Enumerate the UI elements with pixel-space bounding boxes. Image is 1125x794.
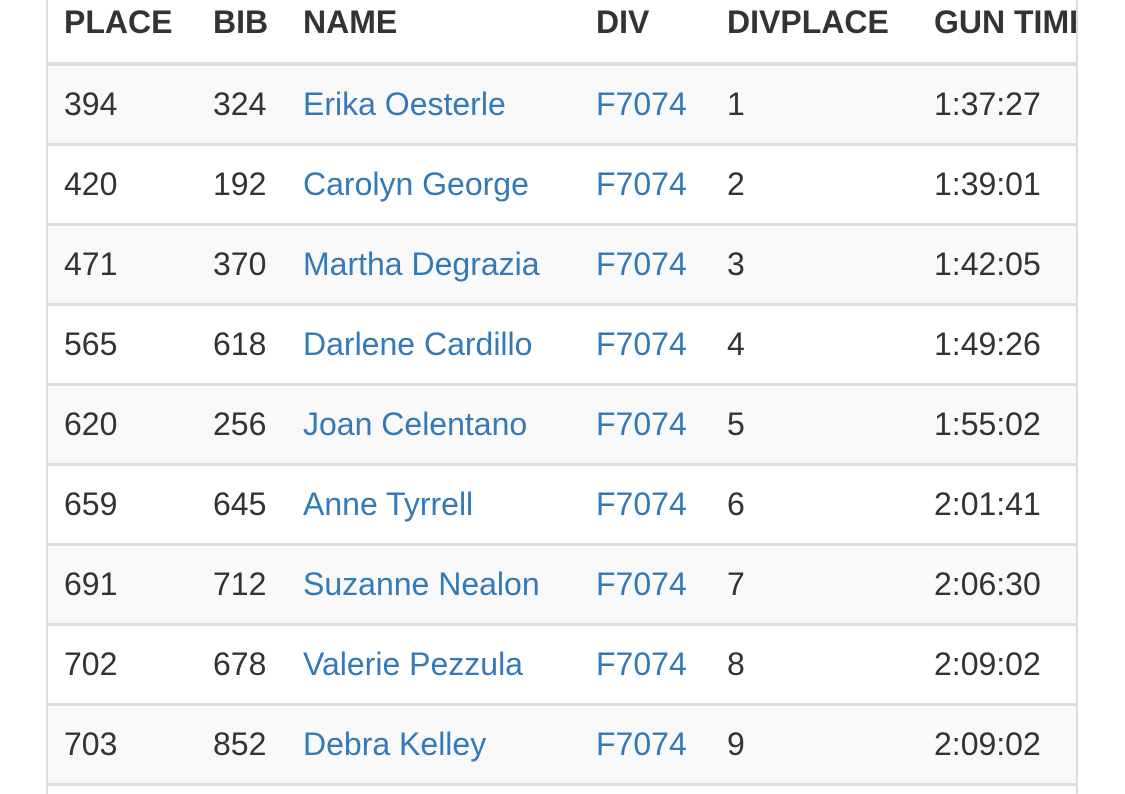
name-cell[interactable]: Debra Kelley <box>303 726 487 762</box>
divplace-cell: 8 <box>727 646 745 682</box>
place-cell: 702 <box>64 646 118 682</box>
place-cell: 471 <box>64 246 118 282</box>
gun-time-cell: 1:49:26 <box>934 326 1041 362</box>
div-cell[interactable]: F7074 <box>596 486 687 522</box>
bib-cell: 678 <box>213 646 267 682</box>
div-cell[interactable]: F7074 <box>596 646 687 682</box>
result-row: 691 712 Suzanne Nealon F7074 7 2:06:30 <box>48 546 1076 626</box>
place-cell: 691 <box>64 566 118 602</box>
div-cell[interactable]: F7074 <box>596 726 687 762</box>
divplace-cell: 6 <box>727 486 745 522</box>
name-cell[interactable]: Joan Celentano <box>303 406 528 442</box>
results-table: PLACE BIB NAME DIV DIVPLACE GUN TIME 394 324 Eri… <box>46 0 1078 794</box>
div-cell[interactable]: F7074 <box>596 566 687 602</box>
name-cell[interactable]: Suzanne Nealon <box>303 566 540 602</box>
header-divplace: DIVPLACE <box>727 4 889 40</box>
result-row: 471 370 Martha Degrazia F7074 3 1:42:05 <box>48 226 1076 306</box>
name-cell[interactable]: Erika Oesterle <box>303 86 506 122</box>
name-cell[interactable]: Carolyn George <box>303 166 529 202</box>
gun-time-cell: 2:06:30 <box>934 566 1041 602</box>
bib-cell: 645 <box>213 486 267 522</box>
bib-cell: 852 <box>213 726 267 762</box>
div-cell[interactable]: F7074 <box>596 406 687 442</box>
bib-cell: 618 <box>213 326 267 362</box>
divplace-cell: 7 <box>727 566 745 602</box>
name-cell[interactable]: Valerie Pezzula <box>303 646 523 682</box>
result-row: 659 645 Anne Tyrrell F7074 6 2:01:41 <box>48 466 1076 546</box>
gun-time-cell: 2:09:02 <box>934 646 1041 682</box>
div-cell[interactable]: F7074 <box>596 326 687 362</box>
gun-time-cell: 1:55:02 <box>934 406 1041 442</box>
gun-time-cell: 1:37:27 <box>934 86 1041 122</box>
bib-cell: 192 <box>213 166 267 202</box>
header-gun-time: GUN TIME <box>934 4 1078 40</box>
name-cell[interactable]: Darlene Cardillo <box>303 326 533 362</box>
header-name: NAME <box>303 4 398 40</box>
name-cell[interactable]: Anne Tyrrell <box>303 486 474 522</box>
gun-time-cell: 1:42:05 <box>934 246 1041 282</box>
bib-cell: 370 <box>213 246 267 282</box>
gun-time-cell: 2:01:41 <box>934 486 1041 522</box>
bib-cell: 712 <box>213 566 267 602</box>
div-cell[interactable]: F7074 <box>596 86 687 122</box>
header-bib: BIB <box>213 4 269 40</box>
header-place: PLACE <box>64 4 173 40</box>
place-cell: 420 <box>64 166 118 202</box>
divplace-cell: 9 <box>727 726 745 762</box>
place-cell: 659 <box>64 486 118 522</box>
result-row: 703 852 Debra Kelley F7074 9 2:09:02 <box>48 706 1076 786</box>
div-cell[interactable]: F7074 <box>596 246 687 282</box>
header-div: DIV <box>596 4 650 40</box>
result-row: 420 192 Carolyn George F7074 2 1:39:01 <box>48 146 1076 226</box>
place-cell: 620 <box>64 406 118 442</box>
place-cell: 703 <box>64 726 118 762</box>
place-cell: 565 <box>64 326 118 362</box>
place-cell: 394 <box>64 86 118 122</box>
divplace-cell: 3 <box>727 246 745 282</box>
divplace-cell: 1 <box>727 86 745 122</box>
bib-cell: 256 <box>213 406 267 442</box>
divplace-cell: 5 <box>727 406 745 442</box>
header-row: PLACE BIB NAME DIV DIVPLACE GUN TIME <box>48 0 1076 66</box>
gun-time-cell: 2:09:02 <box>934 726 1041 762</box>
result-row: 620 256 Joan Celentano F7074 5 1:55:02 <box>48 386 1076 466</box>
gun-time-cell: 1:39:01 <box>934 166 1041 202</box>
result-row: 394 324 Erika Oesterle F7074 1 1:37:27 <box>48 66 1076 146</box>
div-cell[interactable]: F7074 <box>596 166 687 202</box>
result-row: 565 618 Darlene Cardillo F7074 4 1:49:26 <box>48 306 1076 386</box>
result-row: 702 678 Valerie Pezzula F7074 8 2:09:02 <box>48 626 1076 706</box>
divplace-cell: 2 <box>727 166 745 202</box>
name-cell[interactable]: Martha Degrazia <box>303 246 540 282</box>
divplace-cell: 4 <box>727 326 745 362</box>
bib-cell: 324 <box>213 86 267 122</box>
